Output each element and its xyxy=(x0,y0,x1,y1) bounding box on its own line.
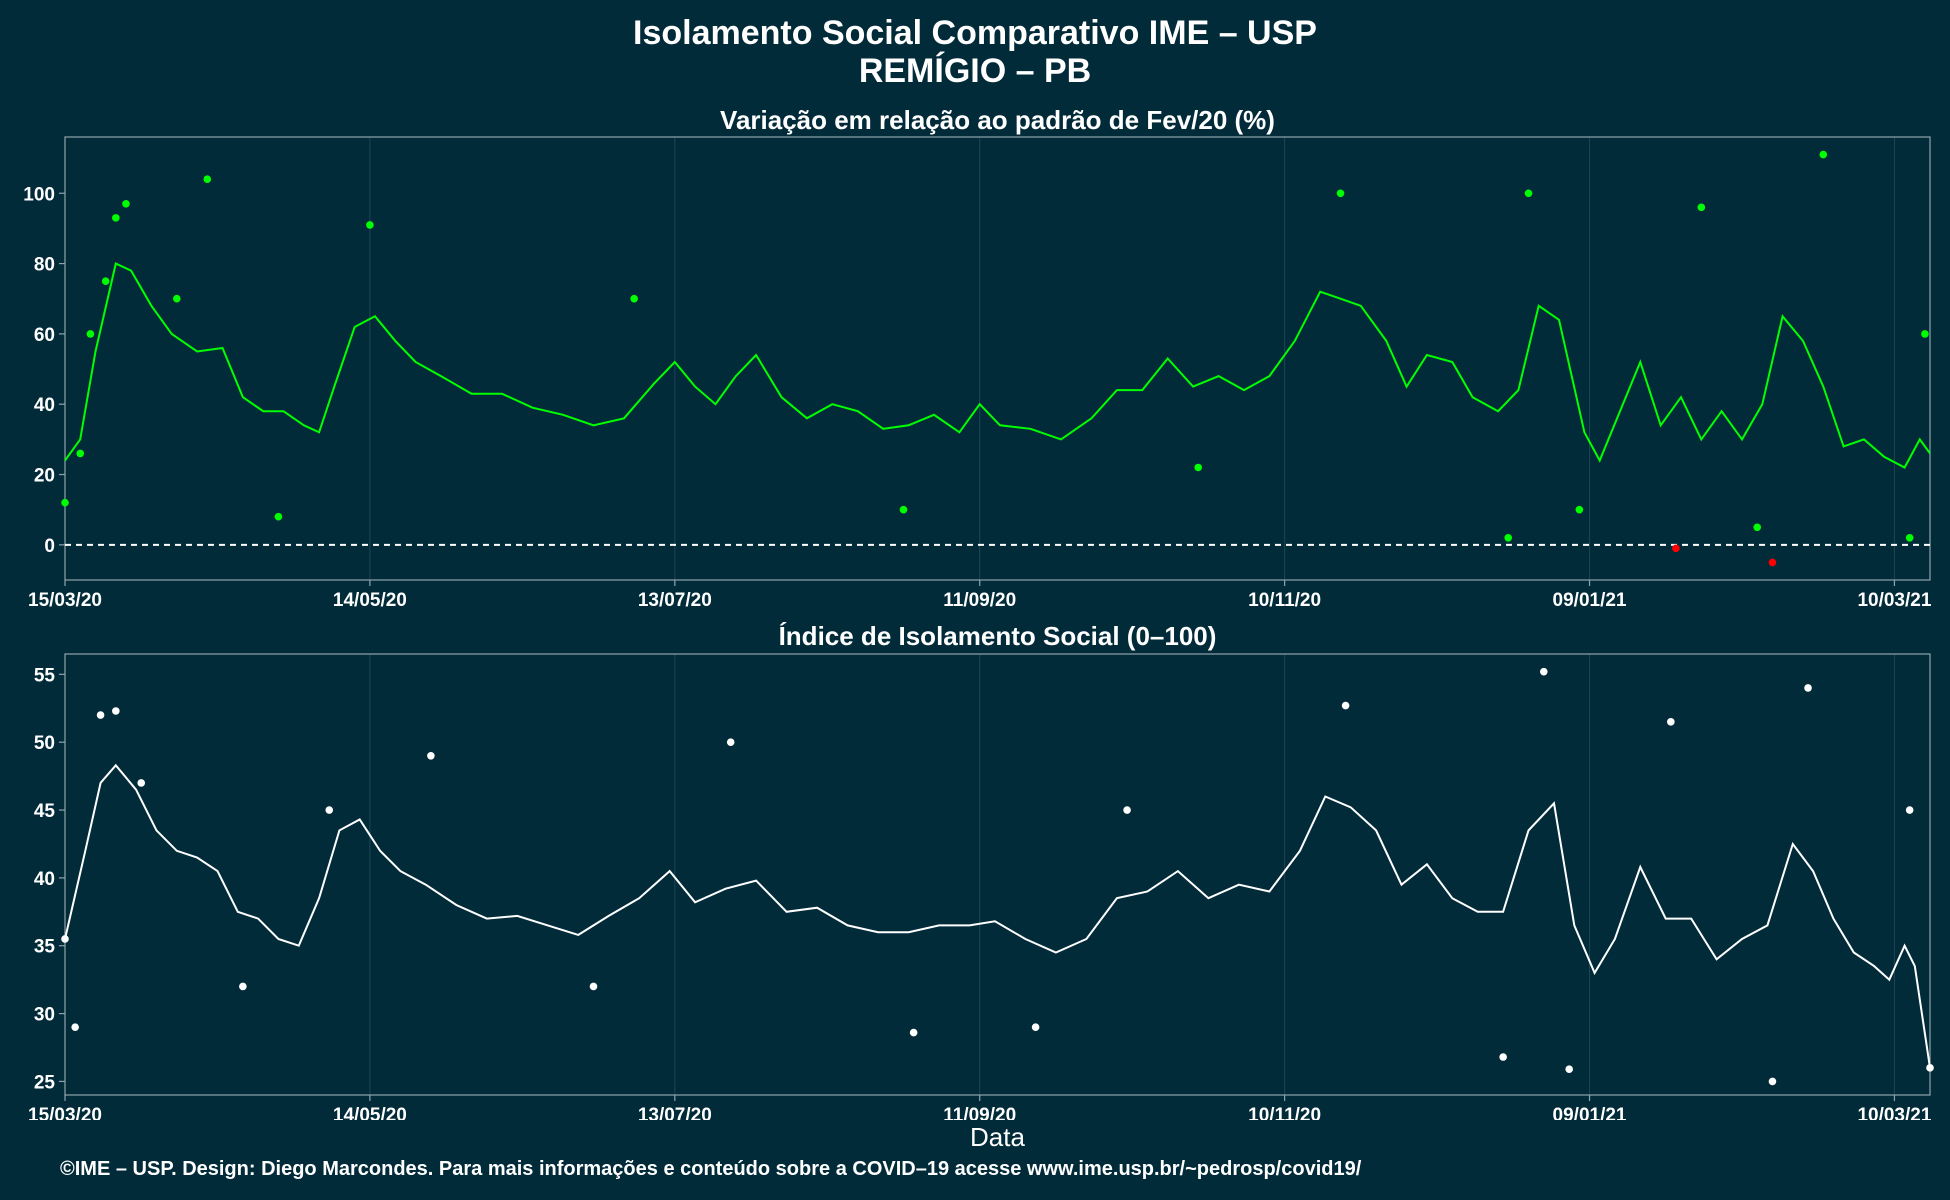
data-point xyxy=(1031,1023,1040,1031)
moving-average-line xyxy=(64,763,1931,1069)
data-point xyxy=(1123,806,1131,814)
y-tick-label: 100 xyxy=(23,184,55,205)
data-point xyxy=(112,214,120,222)
y-tick-label: 80 xyxy=(34,255,55,276)
data-point xyxy=(1341,701,1350,710)
x-tick-label: 10/03/21 xyxy=(1857,1105,1931,1120)
data-point xyxy=(101,277,110,285)
data-point xyxy=(1697,203,1706,212)
plot-frame xyxy=(64,136,1931,581)
y-tick-label: 20 xyxy=(34,466,55,487)
data-point xyxy=(172,294,181,303)
x-tick-label: 10/03/21 xyxy=(1857,590,1931,611)
data-point xyxy=(1819,150,1828,159)
x-tick-label: 10/11/20 xyxy=(1248,1105,1321,1120)
y-tick-label: 40 xyxy=(34,869,55,890)
y-tick-label: 40 xyxy=(34,395,55,416)
x-tick-label: 11/09/20 xyxy=(943,1105,1016,1120)
data-point xyxy=(61,935,69,943)
panel-top-title: Variação em relação ao padrão de Fev/20 … xyxy=(720,105,1275,135)
data-point xyxy=(1905,806,1914,814)
negative-data-point xyxy=(1768,558,1777,567)
y-tick-label: 0 xyxy=(44,536,55,557)
y-tick-label: 25 xyxy=(34,1072,56,1093)
y-tick-label: 45 xyxy=(34,801,56,822)
data-point xyxy=(1575,505,1584,514)
x-tick-label: 10/11/20 xyxy=(1248,590,1321,611)
y-tick-label: 60 xyxy=(34,325,55,346)
data-point xyxy=(203,175,212,183)
data-point xyxy=(589,982,598,991)
x-tick-label: 15/03/20 xyxy=(28,590,102,611)
data-point xyxy=(1926,1064,1934,1072)
data-point xyxy=(325,806,334,814)
data-point xyxy=(1921,330,1929,338)
data-point xyxy=(1565,1065,1573,1074)
x-tick-label: 15/03/20 xyxy=(28,1105,102,1120)
data-point xyxy=(96,711,105,719)
y-tick-label: 50 xyxy=(34,733,55,754)
data-point xyxy=(1524,189,1533,198)
data-point xyxy=(1768,1077,1777,1086)
chart-title: Isolamento Social Comparativo IME – USP xyxy=(633,14,1317,52)
data-point xyxy=(726,738,735,746)
negative-data-point xyxy=(1672,544,1680,553)
data-point xyxy=(1539,667,1548,676)
x-tick-label: 13/07/20 xyxy=(638,590,712,611)
data-point xyxy=(899,505,908,514)
chart-subtitle: REMÍGIO – PB xyxy=(858,52,1092,90)
data-point xyxy=(427,751,435,760)
data-point xyxy=(86,330,95,338)
x-axis-label: Data xyxy=(970,1122,1025,1152)
data-point xyxy=(1667,718,1675,726)
x-tick-label: 13/07/20 xyxy=(638,1105,712,1120)
x-tick-label: 11/09/20 xyxy=(943,590,1016,611)
x-tick-label: 14/05/20 xyxy=(333,590,407,611)
data-point xyxy=(1753,523,1762,532)
y-tick-label: 35 xyxy=(34,937,56,958)
data-point xyxy=(1336,189,1345,198)
x-tick-label: 09/01/21 xyxy=(1553,590,1627,611)
x-tick-label: 14/05/20 xyxy=(333,1105,407,1120)
data-point xyxy=(137,779,146,787)
footer-caption: ©IME – USP. Design: Diego Marcondes. Par… xyxy=(60,1158,1362,1180)
data-point xyxy=(76,449,85,458)
data-point xyxy=(274,512,283,521)
data-point xyxy=(122,200,130,208)
data-point xyxy=(1504,534,1513,542)
data-point xyxy=(1499,1053,1507,1061)
data-point xyxy=(71,1023,79,1031)
y-tick-label: 55 xyxy=(34,665,56,686)
data-point xyxy=(630,294,638,303)
data-point xyxy=(112,707,120,715)
data-point xyxy=(61,498,69,507)
data-point xyxy=(1804,684,1812,692)
plot-frame xyxy=(64,653,1931,1096)
moving-average-line xyxy=(64,262,1931,469)
panel-bottom-title: Índice de Isolamento Social (0–100) xyxy=(778,621,1217,651)
data-point xyxy=(909,1028,918,1037)
data-point xyxy=(1905,534,1914,542)
data-point xyxy=(1194,463,1203,472)
y-tick-label: 30 xyxy=(34,1005,55,1026)
data-point xyxy=(366,221,374,229)
x-tick-label: 09/01/21 xyxy=(1553,1105,1627,1120)
panel-bottom-plot: 25 30 35 40 45 50 55 15/03/20 14/05/20 13/07/20 11… xyxy=(28,653,1934,1120)
data-point xyxy=(239,982,247,991)
panel-top-plot: 0 20 40 60 80 100 15/03/20 14/05/20 13/07/20 11/0… xyxy=(23,136,1932,611)
